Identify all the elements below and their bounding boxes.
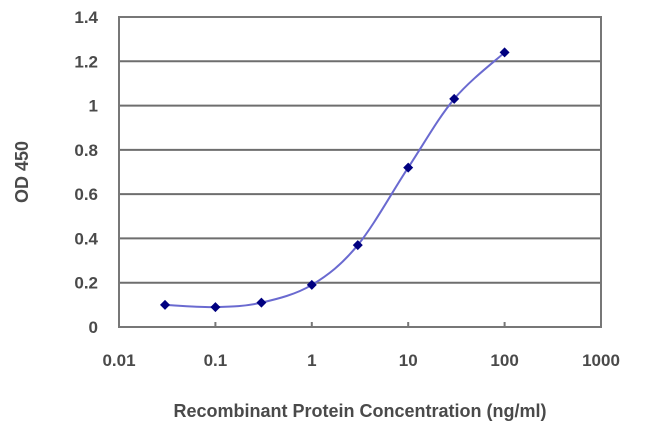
data-point-diamond-icon xyxy=(256,297,267,308)
y-tick-label: 0 xyxy=(89,318,98,337)
x-tick-label: 0.01 xyxy=(102,351,135,370)
plot-area xyxy=(118,16,602,328)
data-point-diamond-icon xyxy=(210,302,221,313)
y-axis-title: OD 450 xyxy=(12,141,32,203)
y-tick-label: 1.4 xyxy=(74,8,98,27)
y-tick-label: 0.8 xyxy=(74,141,98,160)
y-axis-tick-labels: 0 0.2 0.4 0.6 0.8 1 1.2 1.4 xyxy=(74,8,98,337)
x-axis-tick-labels: 0.01 0.1 1 10 100 1000 xyxy=(102,351,619,370)
data-point-diamond-icon xyxy=(159,299,170,310)
x-tick-label: 10 xyxy=(399,351,418,370)
y-tick-label: 0.4 xyxy=(74,229,98,248)
x-axis-title: Recombinant Protein Concentration (ng/ml… xyxy=(173,401,546,421)
y-tick-label: 0.6 xyxy=(74,185,98,204)
x-tick-label: 100 xyxy=(490,351,518,370)
data-point-diamond-icon xyxy=(403,162,414,173)
data-point-diamond-icon xyxy=(352,240,363,251)
x-tick-label: 1000 xyxy=(582,351,620,370)
data-point-diamond-icon xyxy=(499,47,510,58)
data-point-diamond-icon xyxy=(449,93,460,104)
series-markers xyxy=(159,47,510,313)
y-tick-label: 0.2 xyxy=(74,274,98,293)
y-tick-label: 1.2 xyxy=(74,52,98,71)
gridlines xyxy=(119,60,601,284)
x-tick-label: 1 xyxy=(307,351,316,370)
series-line xyxy=(164,51,506,309)
data-point-diamond-icon xyxy=(306,279,317,290)
x-tick-label: 0.1 xyxy=(204,351,228,370)
x-axis-ticks xyxy=(118,322,602,327)
y-tick-label: 1 xyxy=(89,97,98,116)
